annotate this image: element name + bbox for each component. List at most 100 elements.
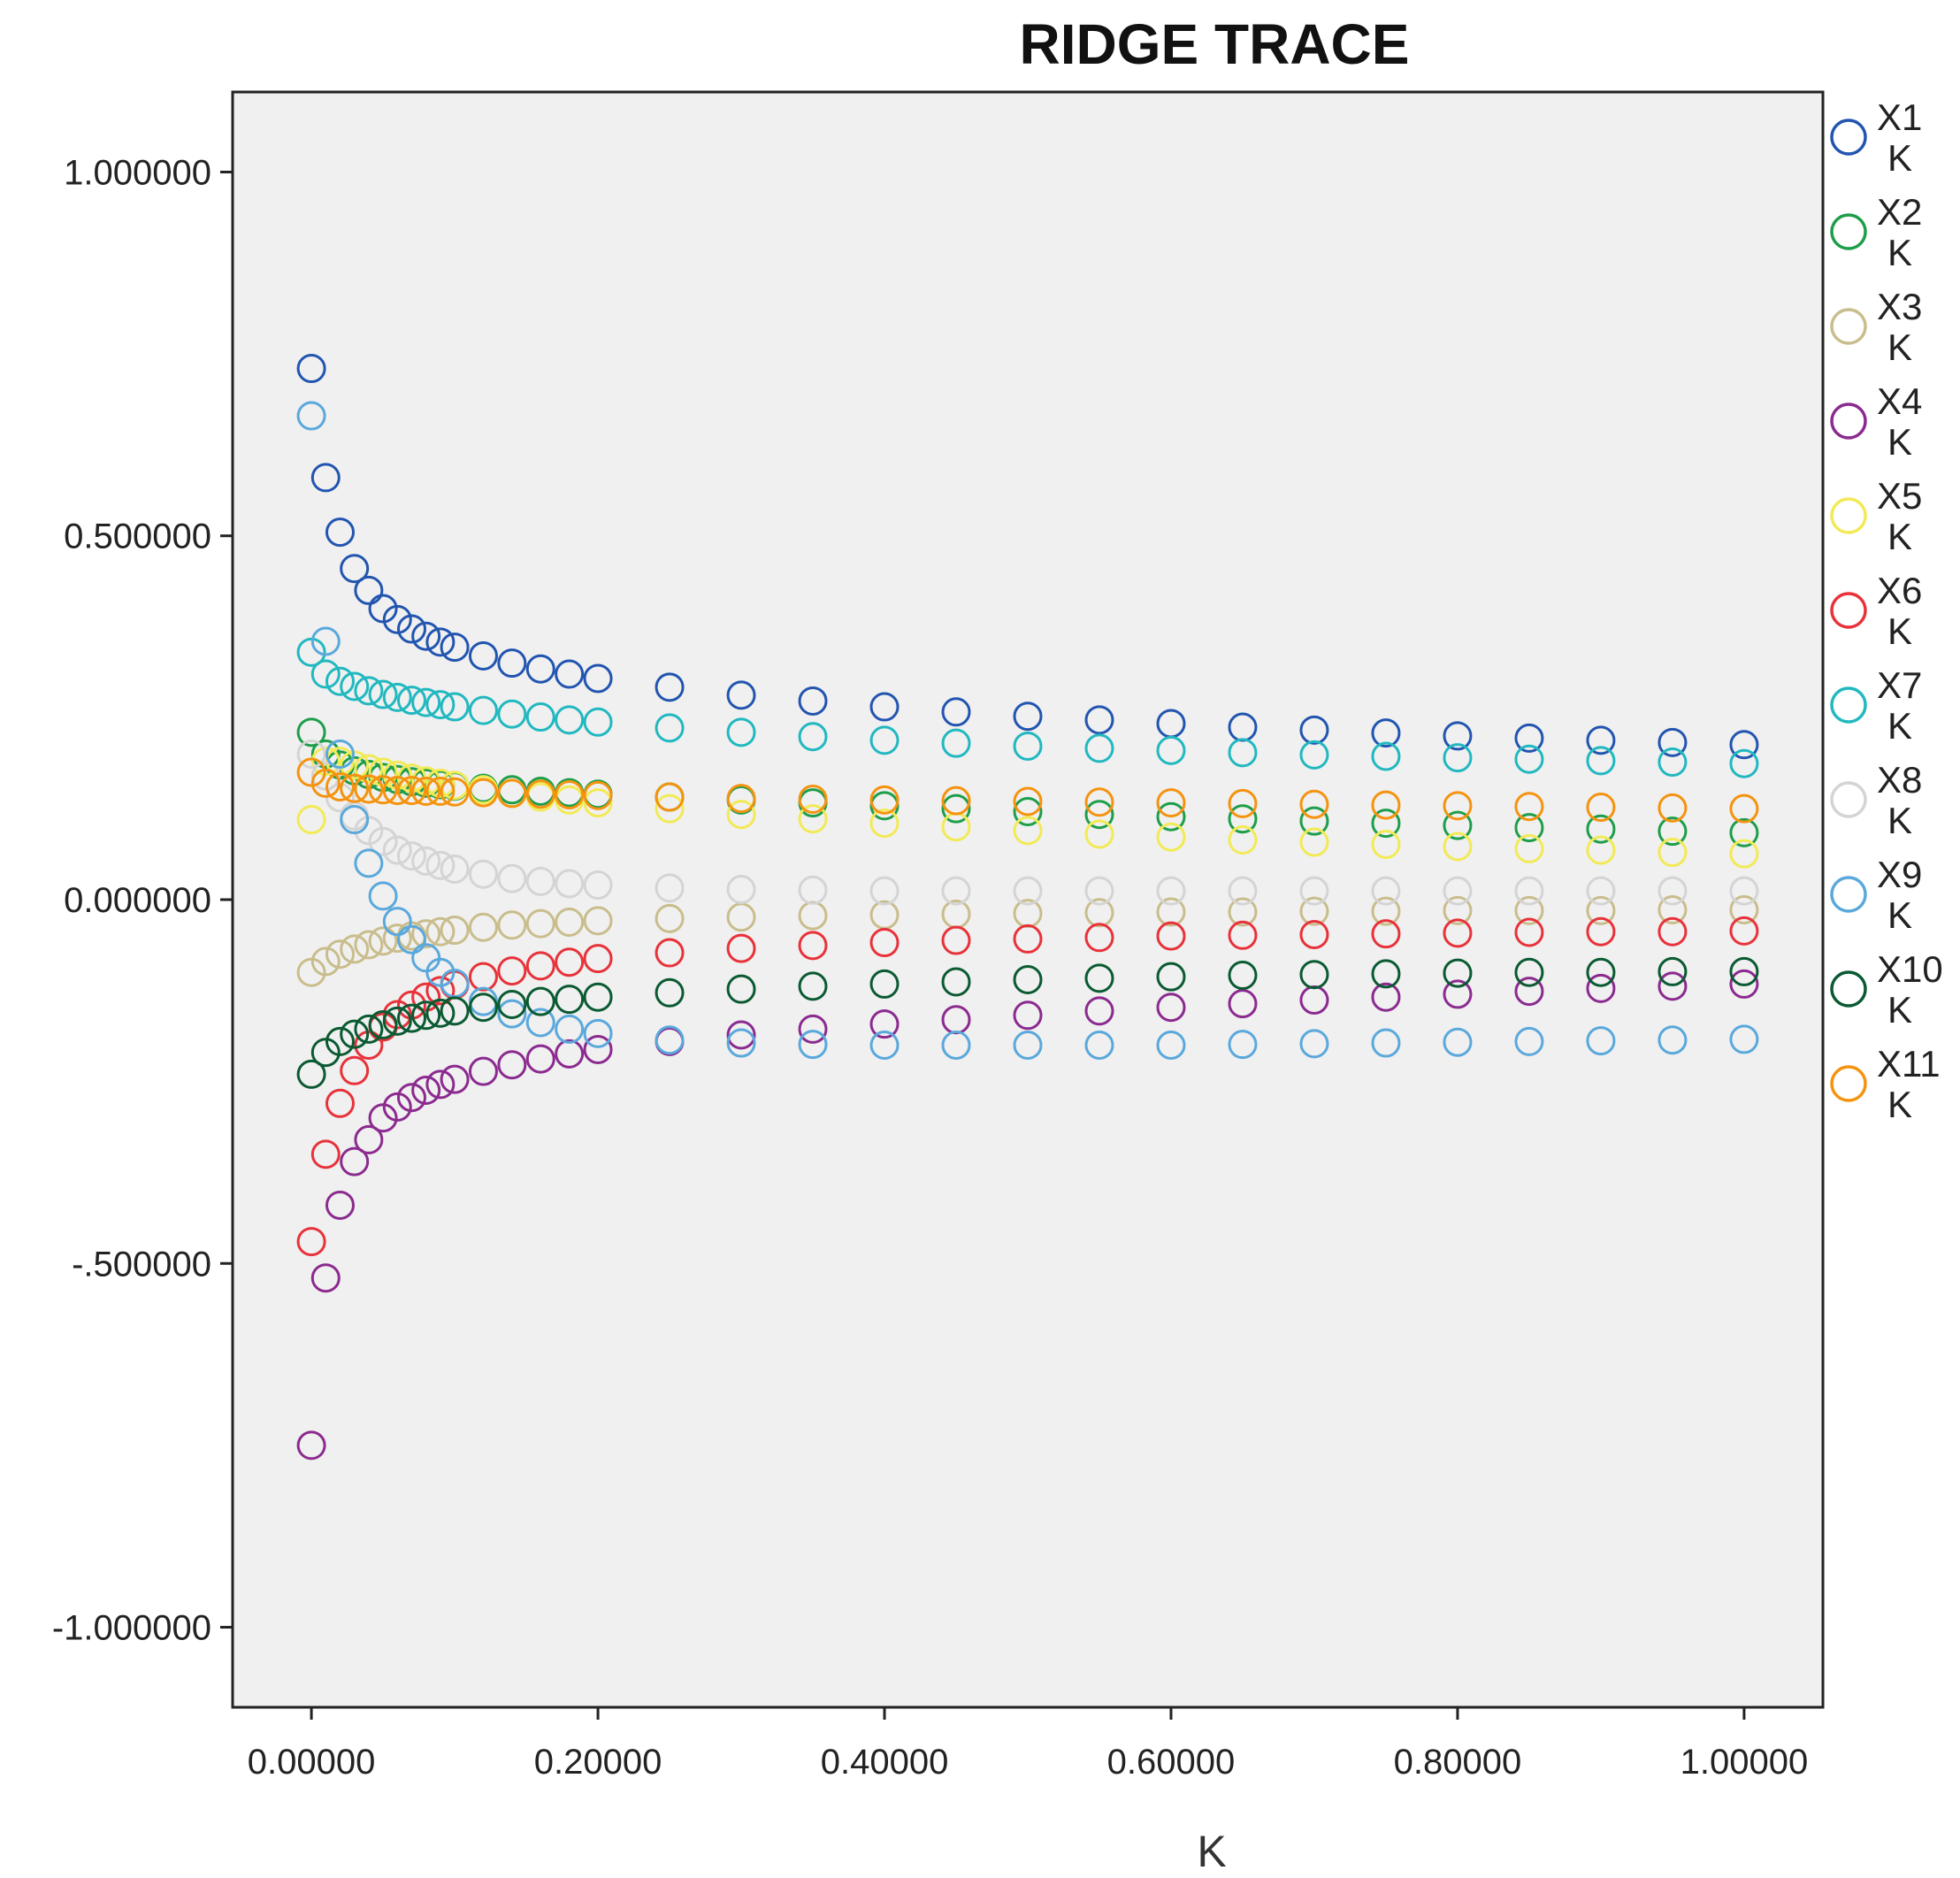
data-point (583, 1034, 613, 1064)
data-point (555, 947, 585, 977)
data-point (798, 686, 828, 716)
data-point (555, 1039, 585, 1069)
data-point (1586, 973, 1616, 1003)
y-tick-label: -.500000 (72, 1245, 211, 1284)
data-point (368, 679, 398, 709)
data-point (798, 1014, 828, 1044)
legend-marker (1830, 1065, 1867, 1102)
legend-sublabel: K (1887, 516, 1912, 557)
data-point (1586, 746, 1616, 776)
data-point (354, 774, 384, 804)
data-point (655, 713, 685, 743)
data-point (411, 621, 441, 651)
y-axis: 1.000000 0.500000 0.000000 -.500000 -1.00000… (52, 153, 233, 1648)
legend-sublabel: K (1887, 421, 1912, 463)
data-point (1371, 959, 1401, 989)
data-point (468, 962, 498, 992)
data-point (440, 632, 470, 663)
data-point (1514, 1026, 1544, 1056)
legend-label: X1 (1877, 96, 1922, 138)
data-point (1299, 827, 1329, 857)
data-point (497, 989, 527, 1019)
data-point (941, 728, 971, 758)
data-point (340, 1146, 370, 1177)
data-point (525, 951, 555, 981)
data-point (1299, 876, 1329, 906)
data-point (1371, 741, 1401, 771)
data-point (1156, 993, 1186, 1023)
data-point (310, 768, 341, 798)
data-point (325, 666, 355, 696)
data-point (354, 754, 384, 784)
data-point (382, 907, 412, 937)
data-point (1371, 982, 1401, 1012)
data-point (1658, 916, 1688, 947)
legend-marker (1830, 213, 1867, 250)
data-point (368, 926, 398, 956)
data-point (798, 875, 828, 905)
data-point (798, 931, 828, 961)
data-point (354, 575, 384, 605)
data-point (869, 1031, 900, 1061)
data-point (340, 1055, 370, 1085)
data-point (1729, 876, 1759, 906)
data-point (655, 793, 685, 824)
data-point (525, 986, 555, 1016)
data-point (555, 705, 585, 735)
legend-label: X10 (1877, 948, 1943, 990)
data-point (583, 982, 613, 1012)
legend-marker (1830, 119, 1867, 156)
legend-marker (1830, 402, 1867, 440)
data-point (497, 778, 527, 809)
data-point (1371, 876, 1401, 906)
y-tick-label: -1.000000 (52, 1609, 211, 1648)
data-point (1729, 1024, 1759, 1054)
data-point (726, 933, 756, 963)
data-point (368, 1009, 398, 1039)
data-point (1443, 721, 1473, 751)
data-point (368, 826, 398, 856)
data-point (1514, 792, 1544, 822)
data-point (555, 907, 585, 937)
data-point (1299, 919, 1329, 949)
data-point (1729, 895, 1759, 925)
data-point (396, 686, 426, 716)
data-point (941, 786, 971, 816)
data-point (655, 873, 685, 903)
data-point (354, 1124, 384, 1154)
data-point (655, 977, 685, 1008)
data-point (440, 1064, 470, 1094)
data-point (296, 1059, 326, 1089)
data-point (525, 702, 555, 732)
data-point (583, 1018, 613, 1048)
data-point (296, 717, 326, 747)
series-x6 (296, 916, 1759, 1257)
data-point (1514, 744, 1544, 774)
data-point (1156, 735, 1186, 765)
data-point (1658, 895, 1688, 925)
data-point (1371, 809, 1401, 839)
data-point (1371, 896, 1401, 926)
data-point (1514, 895, 1544, 925)
x-tick-label: 1.00000 (1681, 1743, 1809, 1782)
data-point (340, 554, 370, 584)
data-point (1514, 813, 1544, 843)
data-point (411, 919, 441, 949)
data-point (726, 800, 756, 830)
data-point (1084, 898, 1114, 928)
data-point (1156, 801, 1186, 832)
data-point (1084, 996, 1114, 1026)
data-point (411, 766, 441, 796)
legend-item-x2: X2K (1830, 191, 1922, 273)
legend-marker (1830, 686, 1867, 724)
legend-sublabel: K (1887, 800, 1912, 841)
data-point (1586, 876, 1616, 906)
legend-sublabel: K (1887, 326, 1912, 368)
data-point (555, 780, 585, 810)
data-point (325, 1190, 355, 1220)
data-point (1729, 817, 1759, 847)
data-point (382, 682, 412, 712)
